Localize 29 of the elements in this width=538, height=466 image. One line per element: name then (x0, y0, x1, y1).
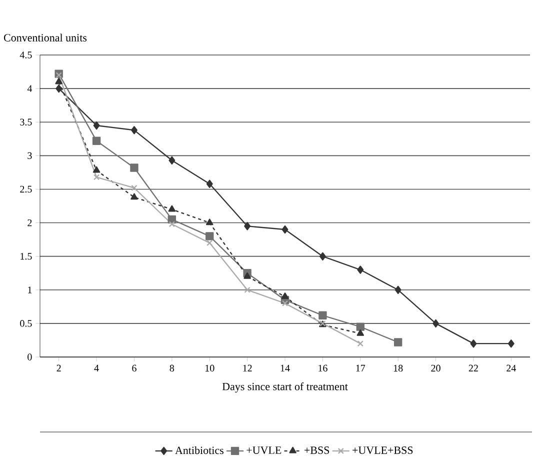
x-tick-label: 22 (468, 364, 478, 372)
legend-label: +BSS (304, 446, 330, 454)
y-tick-label: 1.5 (20, 252, 32, 260)
x-tick-label: 6 (132, 364, 136, 372)
x-tick-label: 18 (394, 364, 403, 372)
x-tick-label: 14 (280, 364, 290, 372)
y-tick-label: 4 (27, 85, 32, 92)
x-axis-title: Days since start of treatment (222, 382, 348, 393)
legend-label: +UVLE (246, 446, 282, 454)
y-tick-label: 2 (28, 219, 32, 226)
y-tick-label: 2.5 (20, 186, 32, 193)
x-tick-label: 8 (170, 364, 174, 372)
y-tick-label: 1 (28, 286, 32, 294)
x-tick-label: 2 (56, 364, 61, 372)
y-tick-label: 3 (28, 152, 32, 160)
x-tick-label: 20 (431, 364, 440, 372)
y-tick-label: 0 (28, 354, 32, 360)
legend-label: +UVLE+BSS (352, 446, 413, 454)
x-tick-label: 24 (506, 364, 516, 372)
x-tick-label: 12 (243, 364, 252, 372)
y-tick-label: 4.5 (20, 52, 32, 58)
legend-label: Antibiotics (175, 446, 224, 454)
y-axis-title: Conventional units (4, 34, 87, 42)
x-tick-label: 17 (356, 364, 366, 372)
x-tick-label: 4 (94, 364, 99, 372)
x-tick-label: 10 (205, 364, 214, 372)
y-tick-label: 0.5 (20, 320, 32, 327)
x-tick-label: 16 (318, 364, 328, 372)
y-tick-label: 3.5 (20, 118, 32, 126)
